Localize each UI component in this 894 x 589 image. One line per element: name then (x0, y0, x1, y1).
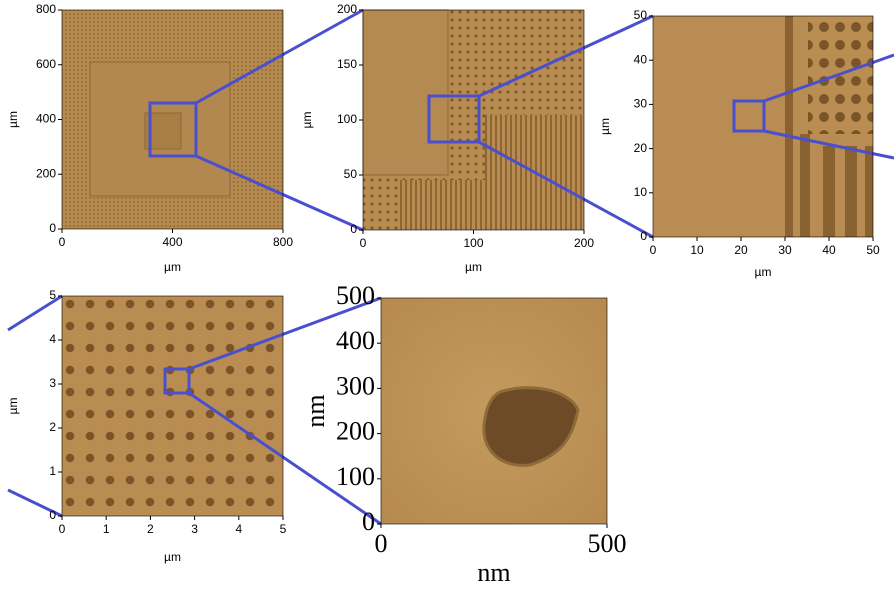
axes-frame (61, 295, 284, 517)
x-axis-label: µm (755, 265, 772, 279)
y-tick-label: 0 (362, 507, 375, 536)
y-tick-label: 200 (336, 417, 375, 446)
afm-image (62, 10, 283, 229)
afm-image (381, 298, 607, 524)
y-tick-label: 2 (49, 420, 56, 434)
x-tick-label: 4 (235, 522, 242, 536)
y-tick-label: 0 (49, 221, 56, 235)
y-tick-label: 800 (36, 2, 56, 16)
afm-image (62, 296, 283, 516)
x-tick-label: 100 (463, 236, 483, 250)
y-tick-label: 50 (634, 8, 648, 22)
y-tick-label: 40 (634, 52, 648, 66)
x-tick-label: 30 (778, 243, 792, 257)
y-axis-label: µm (598, 118, 612, 135)
x-axis-label: nm (477, 558, 510, 587)
afm-image (362, 9, 584, 230)
y-tick-label: 5 (49, 288, 56, 302)
y-tick-label: 600 (36, 57, 56, 71)
y-tick-label: 300 (336, 371, 375, 400)
x-axis-label: µm (465, 260, 482, 274)
x-tick-label: 5 (280, 522, 287, 536)
x-tick-label: 10 (690, 243, 704, 257)
axes-frame (380, 297, 608, 525)
y-tick-label: 50 (344, 167, 358, 181)
x-axis-label: µm (164, 260, 181, 274)
y-tick-label: 0 (350, 222, 357, 236)
y-tick-label: 0 (49, 508, 56, 522)
x-tick-label: 3 (191, 522, 198, 536)
y-tick-label: 400 (36, 112, 56, 126)
y-axis-label: µm (6, 111, 20, 128)
y-tick-label: 0 (640, 229, 647, 243)
y-tick-label: 500 (336, 281, 375, 310)
y-tick-label: 20 (634, 141, 648, 155)
x-tick-label: 400 (162, 235, 182, 249)
x-tick-label: 500 (588, 529, 627, 558)
y-axis-label: nm (301, 394, 330, 427)
y-tick-label: 400 (336, 326, 375, 355)
y-axis-label: µm (300, 112, 314, 129)
y-axis-label: µm (6, 398, 20, 415)
x-tick-label: 200 (574, 236, 594, 250)
y-tick-label: 100 (336, 462, 375, 491)
y-tick-label: 150 (337, 57, 357, 71)
x-tick-label: 50 (866, 243, 880, 257)
x-tick-label: 1 (103, 522, 110, 536)
y-tick-label: 4 (49, 332, 56, 346)
y-tick-label: 10 (634, 185, 648, 199)
y-tick-label: 100 (337, 112, 357, 126)
y-tick-label: 30 (634, 97, 648, 111)
x-tick-label: 2 (147, 522, 154, 536)
y-tick-label: 200 (36, 166, 56, 180)
x-tick-label: 0 (360, 236, 367, 250)
x-tick-label: 0 (59, 522, 66, 536)
x-tick-label: 0 (59, 235, 66, 249)
x-tick-label: 40 (822, 243, 836, 257)
y-tick-label: 3 (49, 376, 56, 390)
y-tick-label: 200 (337, 2, 357, 16)
x-tick-label: 0 (650, 243, 657, 257)
zoom-indicator (7, 8, 894, 526)
axes-frame (652, 15, 874, 238)
x-axis-label: µm (164, 550, 181, 564)
y-tick-label: 1 (49, 464, 56, 478)
x-tick-label: 0 (375, 529, 388, 558)
x-tick-label: 20 (734, 243, 748, 257)
x-tick-label: 800 (273, 235, 293, 249)
